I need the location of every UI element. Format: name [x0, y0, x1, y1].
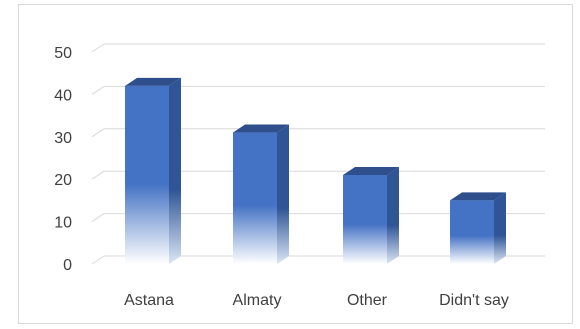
bar: [125, 77, 181, 264]
bar-side: [387, 166, 399, 264]
y-tick-label: 20: [54, 172, 72, 189]
y-tick-label: 40: [54, 87, 72, 104]
bars: [125, 77, 506, 264]
gridline-depth: [91, 213, 105, 223]
bar: [343, 166, 399, 264]
bar-front: [343, 174, 387, 264]
bar-top: [125, 77, 181, 86]
bar: [450, 192, 506, 264]
bar-top: [233, 124, 289, 133]
bar-top: [450, 192, 506, 201]
bar-front: [450, 200, 494, 264]
bar-front: [233, 132, 277, 264]
bar: [233, 124, 289, 264]
y-axis-ticks: 0 10 20 30 40 50: [54, 45, 72, 274]
gridline-depth: [91, 170, 105, 180]
gridline-depth: [91, 128, 105, 138]
gridline-depth: [91, 255, 105, 265]
x-category-label: Astana: [124, 292, 174, 309]
gridline-depth: [91, 43, 105, 53]
y-tick-label: 50: [54, 45, 72, 62]
y-tick-label: 10: [54, 215, 72, 232]
y-tick-label: 0: [63, 257, 72, 274]
x-category-label: Other: [347, 292, 388, 309]
x-category-label: Didn't say: [439, 292, 509, 309]
gridline-depth: [91, 85, 105, 95]
bar-side: [169, 77, 181, 264]
x-category-label: Almaty: [233, 292, 282, 309]
bar-front: [125, 85, 169, 264]
bar-side: [494, 192, 506, 264]
category-labels: Astana Almaty Other Didn't say: [124, 292, 509, 309]
y-tick-label: 30: [54, 130, 72, 147]
bar-top: [343, 166, 399, 175]
bar-side: [277, 124, 289, 264]
chart-frame: [18, 4, 573, 324]
